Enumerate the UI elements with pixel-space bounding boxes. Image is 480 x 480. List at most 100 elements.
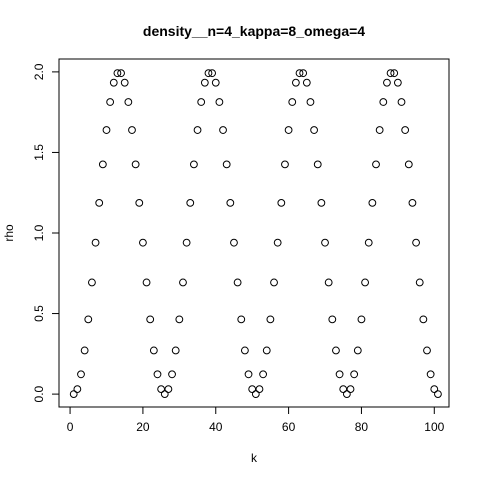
- data-point: [393, 78, 402, 87]
- data-point: [106, 98, 115, 106]
- data-point: [142, 278, 151, 287]
- data-point: [408, 198, 417, 207]
- data-point: [186, 198, 195, 207]
- data-point: [357, 315, 366, 324]
- data-point: [117, 69, 125, 78]
- data-point: [73, 385, 82, 394]
- data-point: [179, 278, 187, 287]
- data-point: [342, 390, 351, 399]
- chart-title: density__n=4_kappa=8_omega=4: [143, 23, 365, 39]
- data-point: [383, 78, 391, 87]
- x-tick-label: 40: [209, 420, 223, 434]
- y-tick-label: 0.0: [32, 385, 46, 402]
- data-point: [313, 160, 322, 169]
- data-point: [215, 98, 224, 106]
- data-point: [415, 278, 424, 287]
- data-point: [332, 346, 340, 355]
- data-point: [109, 78, 118, 87]
- data-point: [324, 278, 333, 287]
- data-point: [281, 160, 289, 169]
- x-axis-label: k: [251, 451, 258, 465]
- y-axis-label: rho: [2, 224, 16, 242]
- data-point: [91, 238, 100, 247]
- data-point: [190, 160, 198, 169]
- x-tick-label: 0: [67, 420, 74, 434]
- data-point: [423, 346, 431, 355]
- data-point: [321, 238, 329, 247]
- data-point: [426, 370, 435, 379]
- data-point: [273, 238, 282, 247]
- data-point: [299, 69, 308, 78]
- data-point: [120, 78, 129, 87]
- data-point: [277, 198, 286, 207]
- data-point: [131, 160, 140, 169]
- data-point: [270, 278, 278, 287]
- data-point: [350, 370, 359, 379]
- data-point: [230, 238, 238, 247]
- x-tick-label: 80: [355, 420, 369, 434]
- data-point: [379, 98, 388, 106]
- y-tick-label: 1.0: [32, 224, 46, 241]
- data-point: [139, 238, 147, 247]
- data-point: [128, 126, 136, 134]
- data-point: [80, 346, 89, 355]
- data-point: [375, 126, 384, 134]
- data-point: [88, 278, 96, 287]
- data-point: [361, 278, 369, 287]
- data-point: [328, 315, 337, 324]
- data-point: [310, 126, 318, 134]
- data-points: [69, 69, 442, 399]
- data-point: [153, 370, 162, 379]
- data-point: [419, 315, 428, 324]
- data-point: [372, 160, 380, 169]
- data-point: [284, 126, 293, 134]
- y-tick-label: 1.5: [32, 144, 46, 161]
- data-point: [233, 278, 242, 287]
- data-point: [353, 346, 362, 355]
- data-point: [160, 390, 169, 399]
- data-point: [262, 346, 271, 355]
- data-point: [164, 385, 173, 394]
- data-point: [135, 198, 144, 207]
- data-point: [146, 315, 155, 324]
- data-point: [430, 385, 439, 394]
- data-point: [102, 126, 111, 134]
- data-point: [346, 385, 355, 394]
- data-point: [182, 238, 191, 247]
- data-point: [244, 370, 253, 379]
- data-point: [390, 69, 399, 78]
- data-point: [197, 98, 206, 106]
- data-point: [259, 370, 268, 379]
- data-point: [302, 78, 311, 87]
- data-point: [204, 69, 213, 78]
- data-point: [124, 98, 133, 106]
- data-point: [168, 370, 176, 379]
- data-point: [295, 69, 304, 78]
- data-point: [434, 390, 442, 399]
- data-point: [291, 78, 300, 87]
- data-point: [255, 385, 264, 394]
- data-point: [401, 126, 410, 134]
- data-point: [95, 198, 104, 207]
- data-point: [193, 126, 202, 134]
- data-point: [77, 370, 85, 379]
- data-point: [397, 98, 406, 106]
- data-point: [149, 346, 158, 355]
- x-tick-label: 20: [136, 420, 150, 434]
- data-point: [208, 69, 217, 78]
- data-point: [335, 370, 344, 379]
- y-axis: 0.0 0.5 1.0 1.5 2.0: [32, 63, 60, 402]
- data-point: [171, 346, 180, 355]
- x-tick-label: 100: [424, 420, 444, 434]
- y-tick-label: 2.0: [32, 63, 46, 80]
- data-point: [200, 78, 209, 87]
- data-point: [222, 160, 231, 169]
- data-point: [84, 315, 93, 324]
- x-tick-label: 60: [282, 420, 296, 434]
- data-point: [364, 238, 373, 247]
- data-point: [237, 315, 246, 324]
- data-point: [412, 238, 420, 247]
- data-point: [368, 198, 377, 207]
